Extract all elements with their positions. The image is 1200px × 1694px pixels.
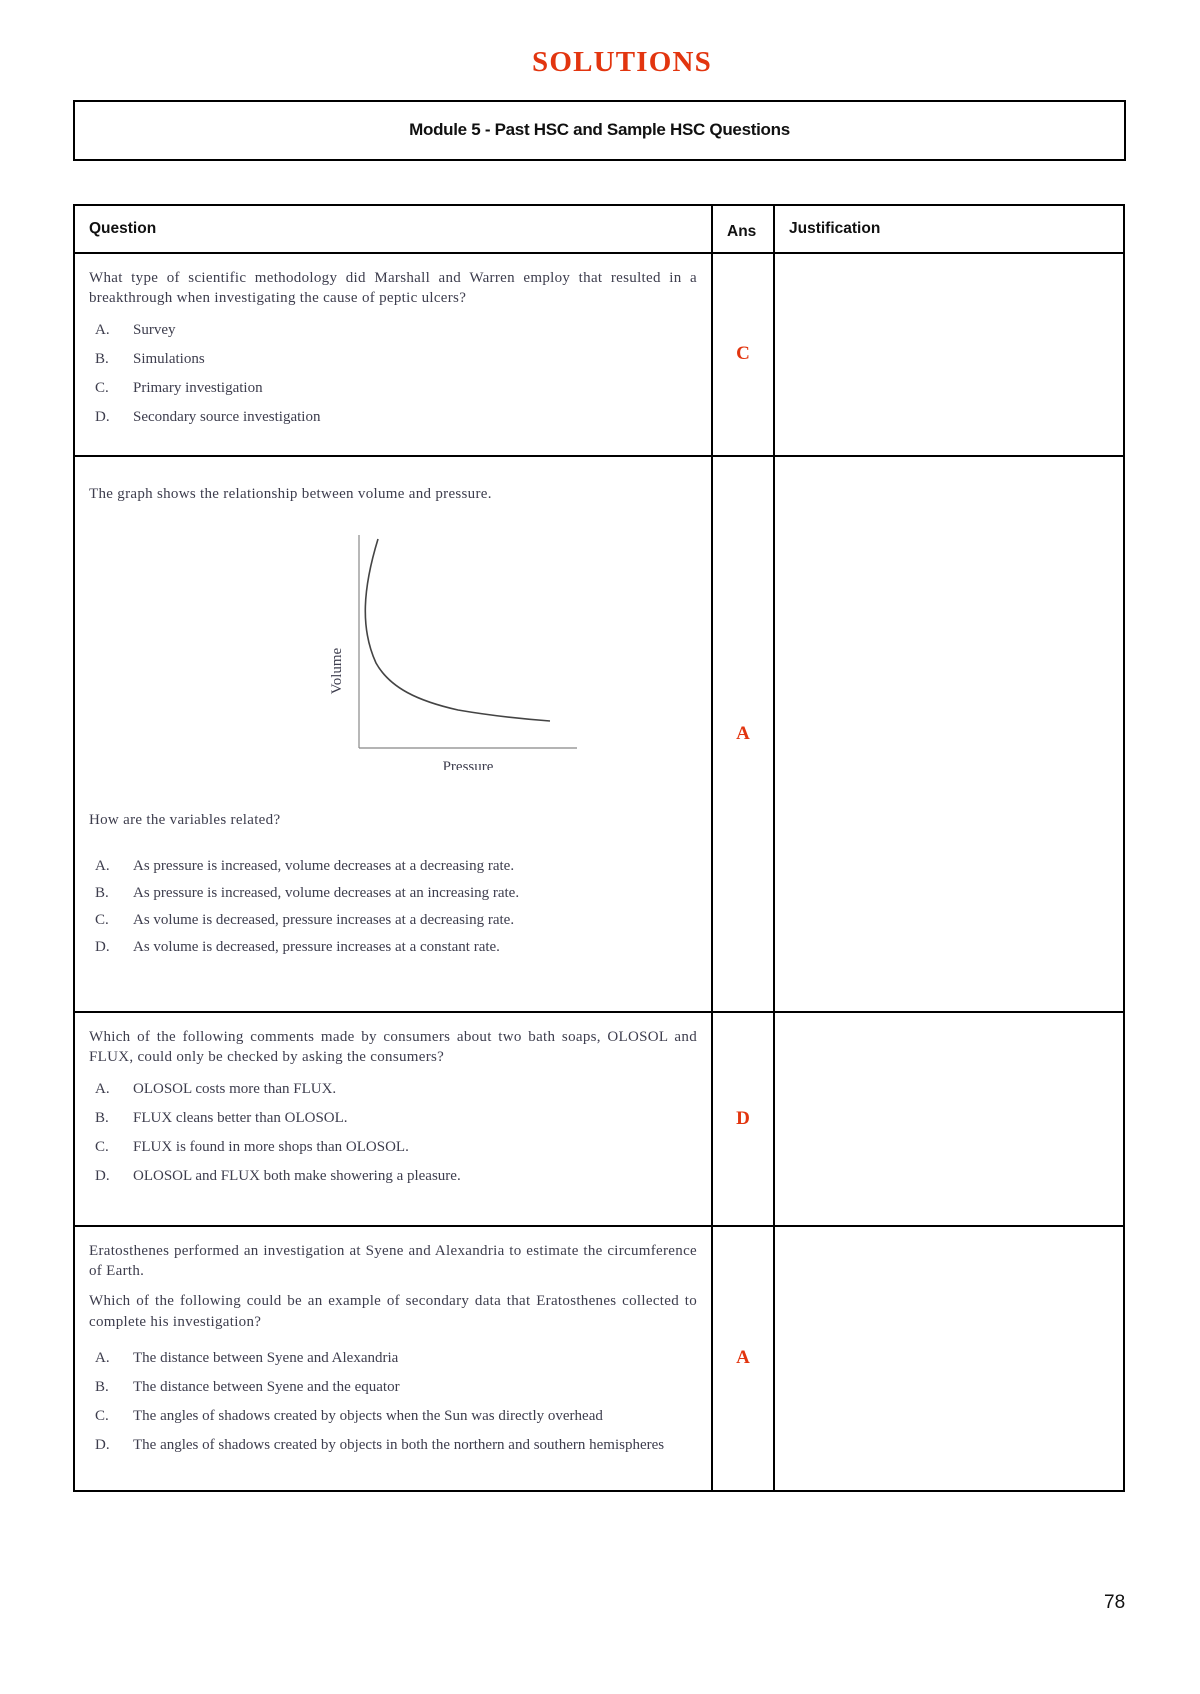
svg-text:Pressure: Pressure xyxy=(443,759,494,770)
svg-text:Volume: Volume xyxy=(329,647,345,694)
